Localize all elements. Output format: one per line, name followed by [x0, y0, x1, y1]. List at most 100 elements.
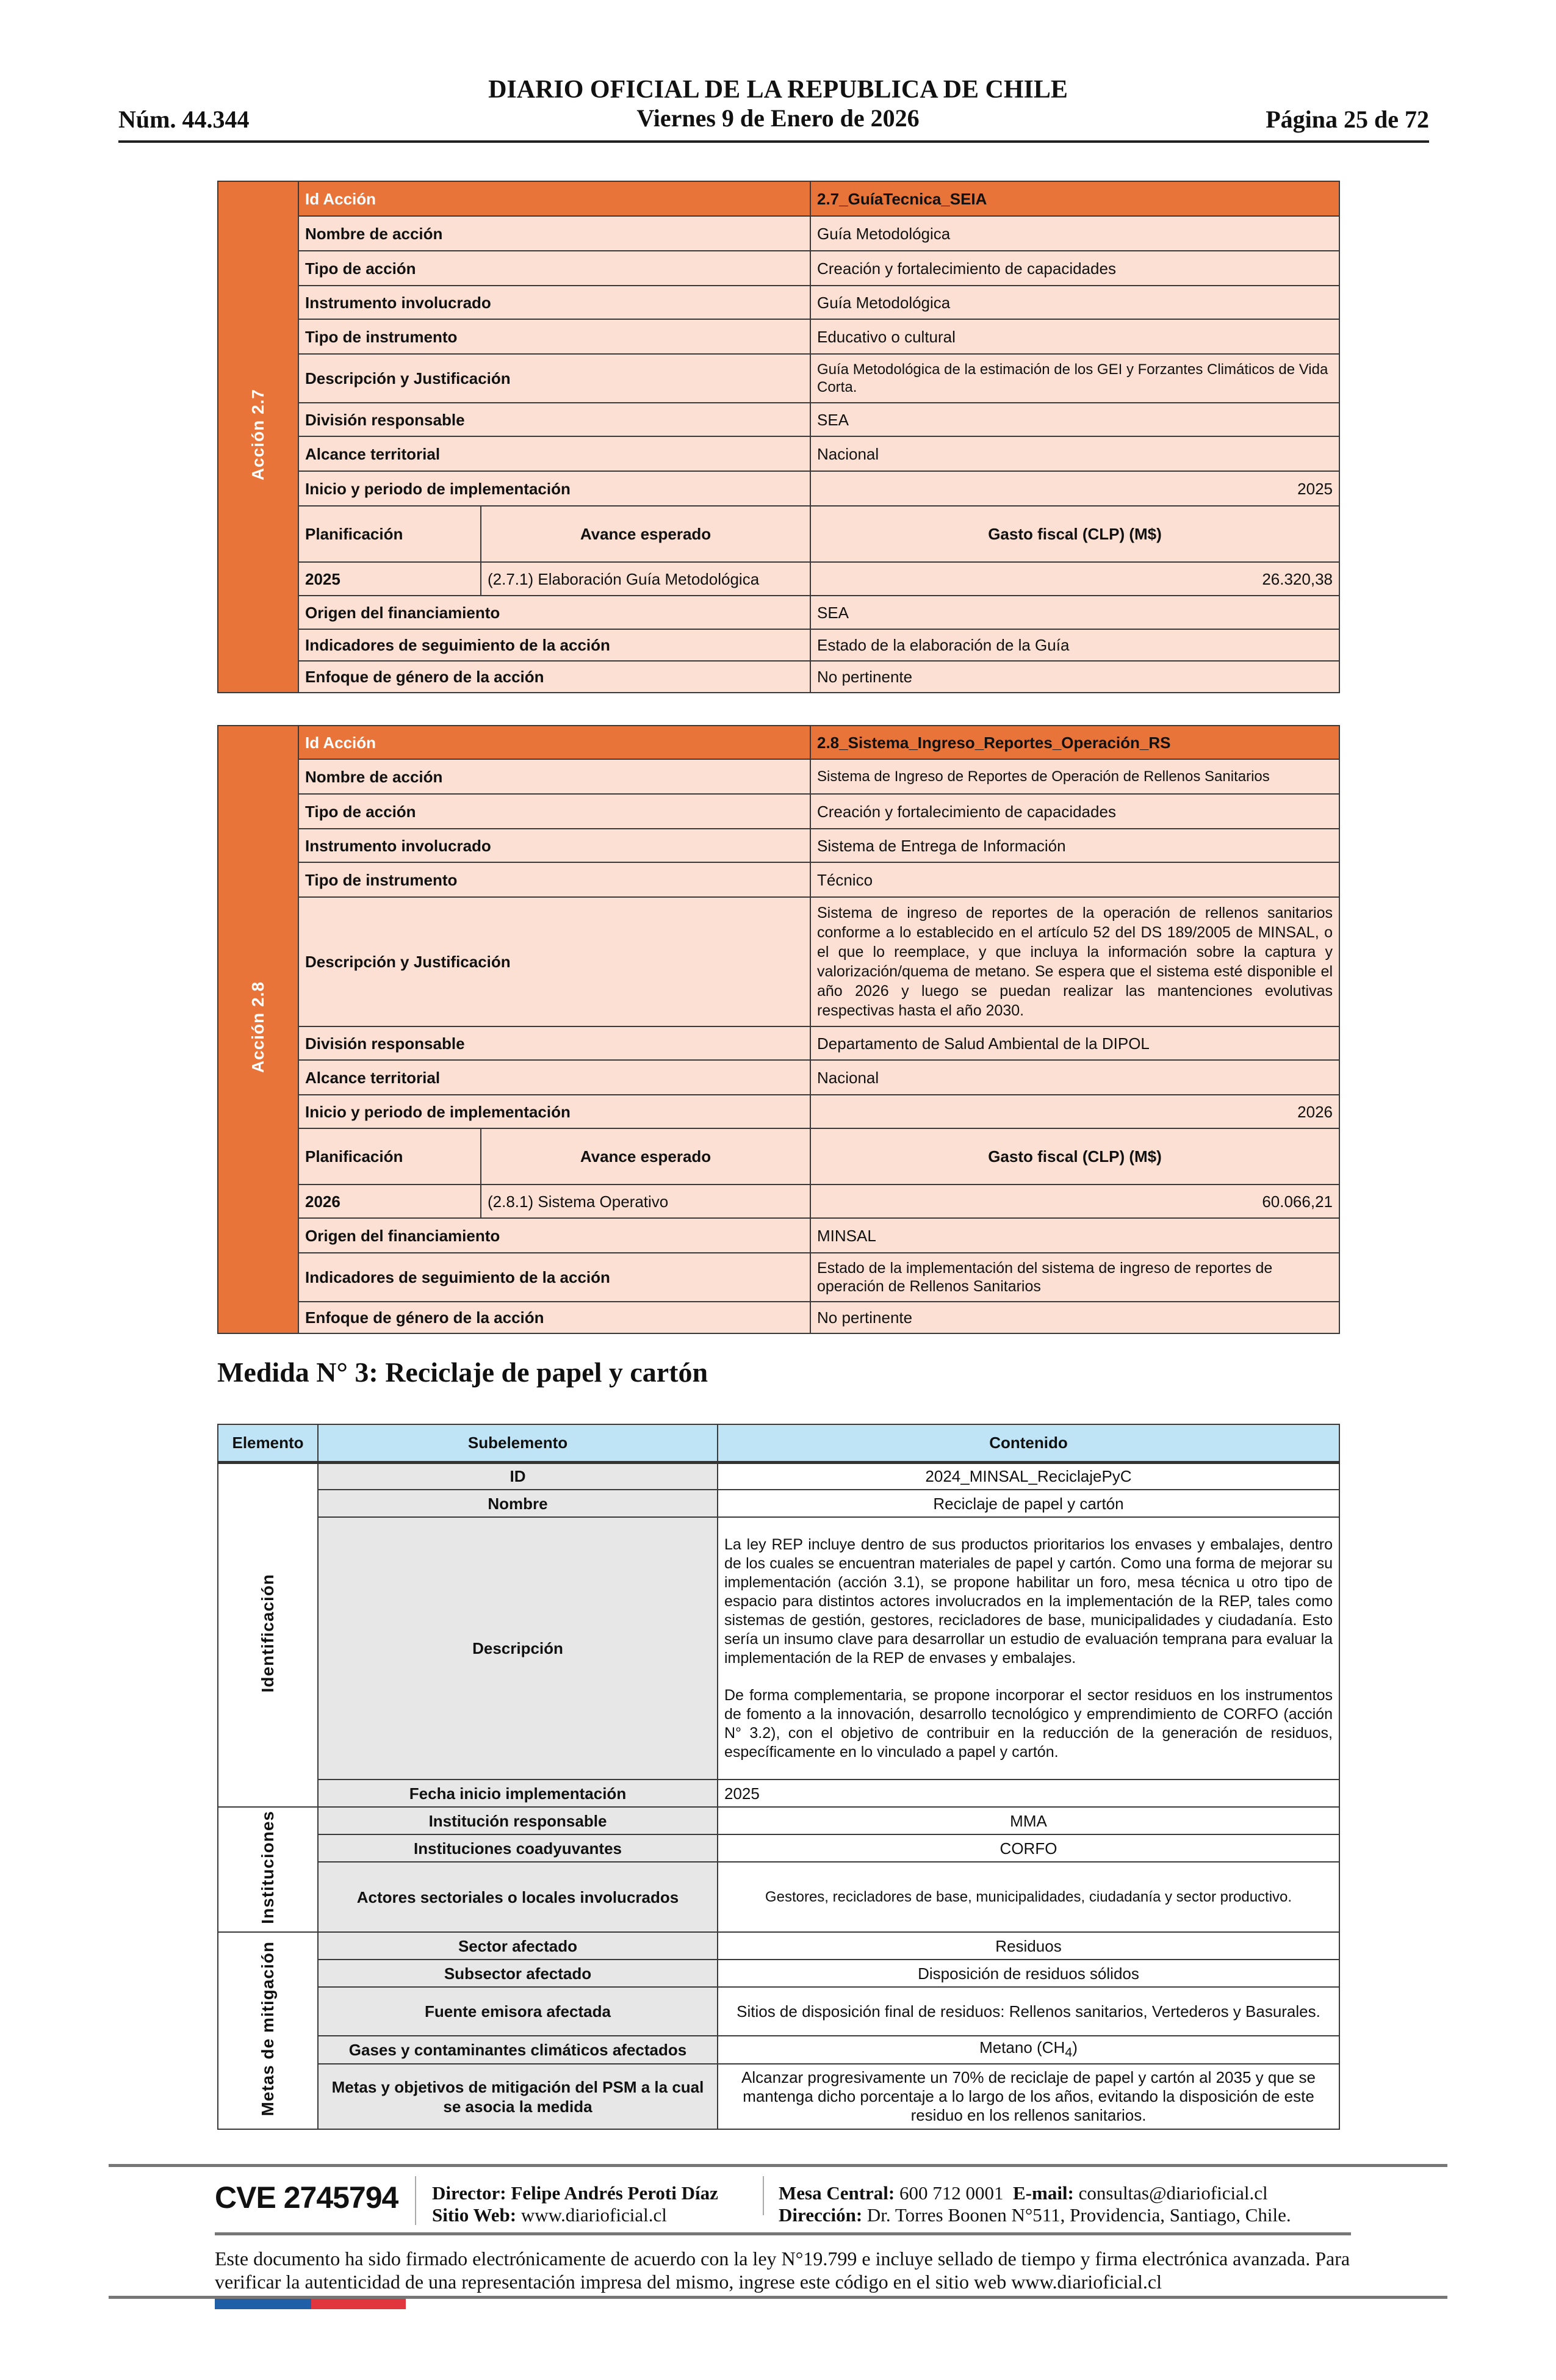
- id-label: Id Acción: [298, 725, 811, 760]
- table-row: Instituciones Institución responsable MMA: [217, 1806, 1340, 1933]
- row-label: Nombre de acción: [298, 215, 811, 251]
- row-value: Nacional: [810, 1059, 1340, 1095]
- content: MMA: [717, 1806, 1340, 1835]
- web-link[interactable]: www.diarioficial.cl: [520, 2204, 667, 2226]
- column-header: Elemento: [217, 1424, 319, 1464]
- side-label-text: Acción 2.8: [248, 981, 267, 1073]
- group-label: Identificación: [217, 1462, 319, 1808]
- avance-value: (2.8.1) Sistema Operativo: [480, 1184, 811, 1219]
- footer-divider: [109, 2164, 1447, 2167]
- row-value: SEA: [810, 402, 1340, 437]
- description-paragraph: La ley REP incluye dentro de sus product…: [724, 1535, 1333, 1667]
- row-value: Guía Metodológica de la estimación de lo…: [810, 353, 1340, 403]
- side-label-text: Acción 2.7: [248, 389, 267, 481]
- table-row: División responsable Departamento de Salu…: [218, 1026, 1340, 1061]
- web-label: Sitio Web:: [432, 2204, 517, 2226]
- row-label: Enfoque de género de la acción: [298, 660, 811, 693]
- email-label: E-mail:: [1013, 2182, 1074, 2204]
- row-value: Estado de la implementación del sistema …: [810, 1252, 1340, 1302]
- table-row: Acción 2.7 Id Acción 2.7_GuíaTecnica_SEI…: [217, 181, 1340, 693]
- row-value: Guía Metodológica: [810, 285, 1340, 320]
- subelement: Nombre: [317, 1489, 718, 1518]
- row-value: No pertinente: [810, 660, 1340, 693]
- row-label: Instrumento involucrado: [298, 828, 811, 863]
- row-label: Origen del financiamiento: [298, 595, 811, 630]
- subelement: Fuente emisora afectada: [317, 1986, 718, 2036]
- table-row: Actores sectoriales o locales involucrad…: [218, 1861, 1340, 1933]
- table-row: Fuente emisora afectada Sitios de disposi…: [218, 1986, 1340, 2036]
- row-value: MINSAL: [810, 1217, 1340, 1253]
- content: Sitios de disposición final de residuos:…: [717, 1986, 1340, 2036]
- table-row: Descripción y Justificación Sistema de in…: [218, 896, 1340, 1027]
- issue-number: Núm. 44.344: [118, 106, 250, 133]
- group-label-text: Instituciones: [258, 1811, 277, 1924]
- table-row: Identificación ID 2024_MINSAL_ReciclajeP…: [217, 1462, 1340, 1808]
- gas-name: Metano (CH: [979, 2038, 1065, 2057]
- planning-year: 2025: [298, 561, 481, 596]
- planning-row: 2025 (2.7.1) Elaboración Guía Metodológic…: [218, 561, 1340, 596]
- row-label: Alcance territorial: [298, 436, 811, 472]
- subelement: Fecha inicio implementación: [317, 1779, 718, 1808]
- column-header: Subelemento: [317, 1424, 718, 1464]
- address: Dr. Torres Boonen N°511, Providencia, Sa…: [866, 2204, 1291, 2226]
- table-row: Metas de mitigación Sector afectado Resid…: [217, 1931, 1340, 2130]
- row-value: Estado de la elaboración de la Guía: [810, 629, 1340, 662]
- row-label: Tipo de acción: [298, 793, 811, 829]
- header-divider: [118, 140, 1429, 143]
- row-label: Descripción y Justificación: [298, 896, 811, 1027]
- director-info: Director: Felipe Andrés Peroti Díaz Siti…: [432, 2182, 718, 2226]
- content: 2024_MINSAL_ReciclajePyC: [717, 1462, 1340, 1490]
- row-label: Alcance territorial: [298, 1059, 811, 1095]
- row-value: Guía Metodológica: [810, 215, 1340, 251]
- table-row: Alcance territorial Nacional: [218, 436, 1340, 472]
- table-row: Tipo de acción Creación y fortalecimiento…: [218, 250, 1340, 286]
- row-label: Indicadores de seguimiento de la acción: [298, 629, 811, 662]
- table-row: Inicio y periodo de implementación 2025: [218, 471, 1340, 507]
- action-2-8-table: Acción 2.8 Id Acción 2.8_Sistema_Ingreso…: [217, 725, 1340, 1334]
- subelement: Actores sectoriales o locales involucrad…: [317, 1861, 718, 1933]
- row-label: Nombre de acción: [298, 759, 811, 795]
- section-heading: Medida N° 3: Reciclaje de papel y cartón: [217, 1357, 708, 1388]
- row-label: Tipo de instrumento: [298, 862, 811, 898]
- row-value: Departamento de Salud Ambiental de la DI…: [810, 1026, 1340, 1061]
- planning-year: 2026: [298, 1184, 481, 1219]
- table-row: Origen del financiamiento MINSAL: [218, 1217, 1340, 1253]
- row-value: No pertinente: [810, 1301, 1340, 1334]
- row-value: Creación y fortalecimiento de capacidade…: [810, 793, 1340, 829]
- subelement: Subsector afectado: [317, 1959, 718, 1988]
- subelement: Institución responsable: [317, 1806, 718, 1835]
- planning-header-row: Planificación Avance esperado Gasto fiscal…: [218, 1128, 1340, 1185]
- row-label: Tipo de instrumento: [298, 319, 811, 355]
- row-label: División responsable: [298, 1026, 811, 1061]
- row-value: Técnico: [810, 862, 1340, 898]
- avance-header: Avance esperado: [480, 1128, 811, 1185]
- group-label-text: Identificación: [258, 1573, 277, 1692]
- row-label: Inicio y periodo de implementación: [298, 471, 811, 507]
- group-label: Metas de mitigación: [217, 1931, 319, 2130]
- email-link[interactable]: consultas@diarioficial.cl: [1078, 2182, 1268, 2204]
- legal-notice: Este documento ha sido firmado electróni…: [215, 2248, 1350, 2293]
- table-row: Descripción y Justificación Guía Metodoló…: [218, 353, 1340, 403]
- content: Residuos: [717, 1931, 1340, 1960]
- table-row: Subsector afectado Disposición de residuo…: [218, 1959, 1340, 1988]
- side-label: Acción 2.7: [217, 181, 299, 693]
- subelement: Gases y contaminantes climáticos afectad…: [317, 2035, 718, 2065]
- side-label: Acción 2.8: [217, 725, 299, 1334]
- table-row: Instituciones coadyuvantes CORFO: [218, 1834, 1340, 1863]
- row-label: Descripción y Justificación: [298, 353, 811, 403]
- planning-header: Planificación: [298, 505, 481, 563]
- row-label: Indicadores de seguimiento de la acción: [298, 1252, 811, 1302]
- table-row: Tipo de acción Creación y fortalecimiento…: [218, 793, 1340, 829]
- gasto-header: Gasto fiscal (CLP) (M$): [810, 505, 1340, 563]
- content: Alcanzar progresivamente un 70% de recic…: [717, 2063, 1340, 2130]
- issue-date: Viernes 9 de Enero de 2026: [636, 104, 920, 132]
- avance-value: (2.7.1) Elaboración Guía Metodológica: [480, 561, 811, 596]
- table-row: Origen del financiamiento SEA: [218, 595, 1340, 630]
- table-row: Fecha inicio implementación 2025: [218, 1779, 1340, 1808]
- table-row: Enfoque de género de la acción No pertine…: [218, 660, 1340, 693]
- mesa-label: Mesa Central:: [779, 2182, 895, 2204]
- row-label: Enfoque de género de la acción: [298, 1301, 811, 1334]
- table-row: Gases y contaminantes climáticos afectad…: [218, 2035, 1340, 2065]
- row-value: Educativo o cultural: [810, 319, 1340, 355]
- content: Metano (CH4): [717, 2035, 1340, 2065]
